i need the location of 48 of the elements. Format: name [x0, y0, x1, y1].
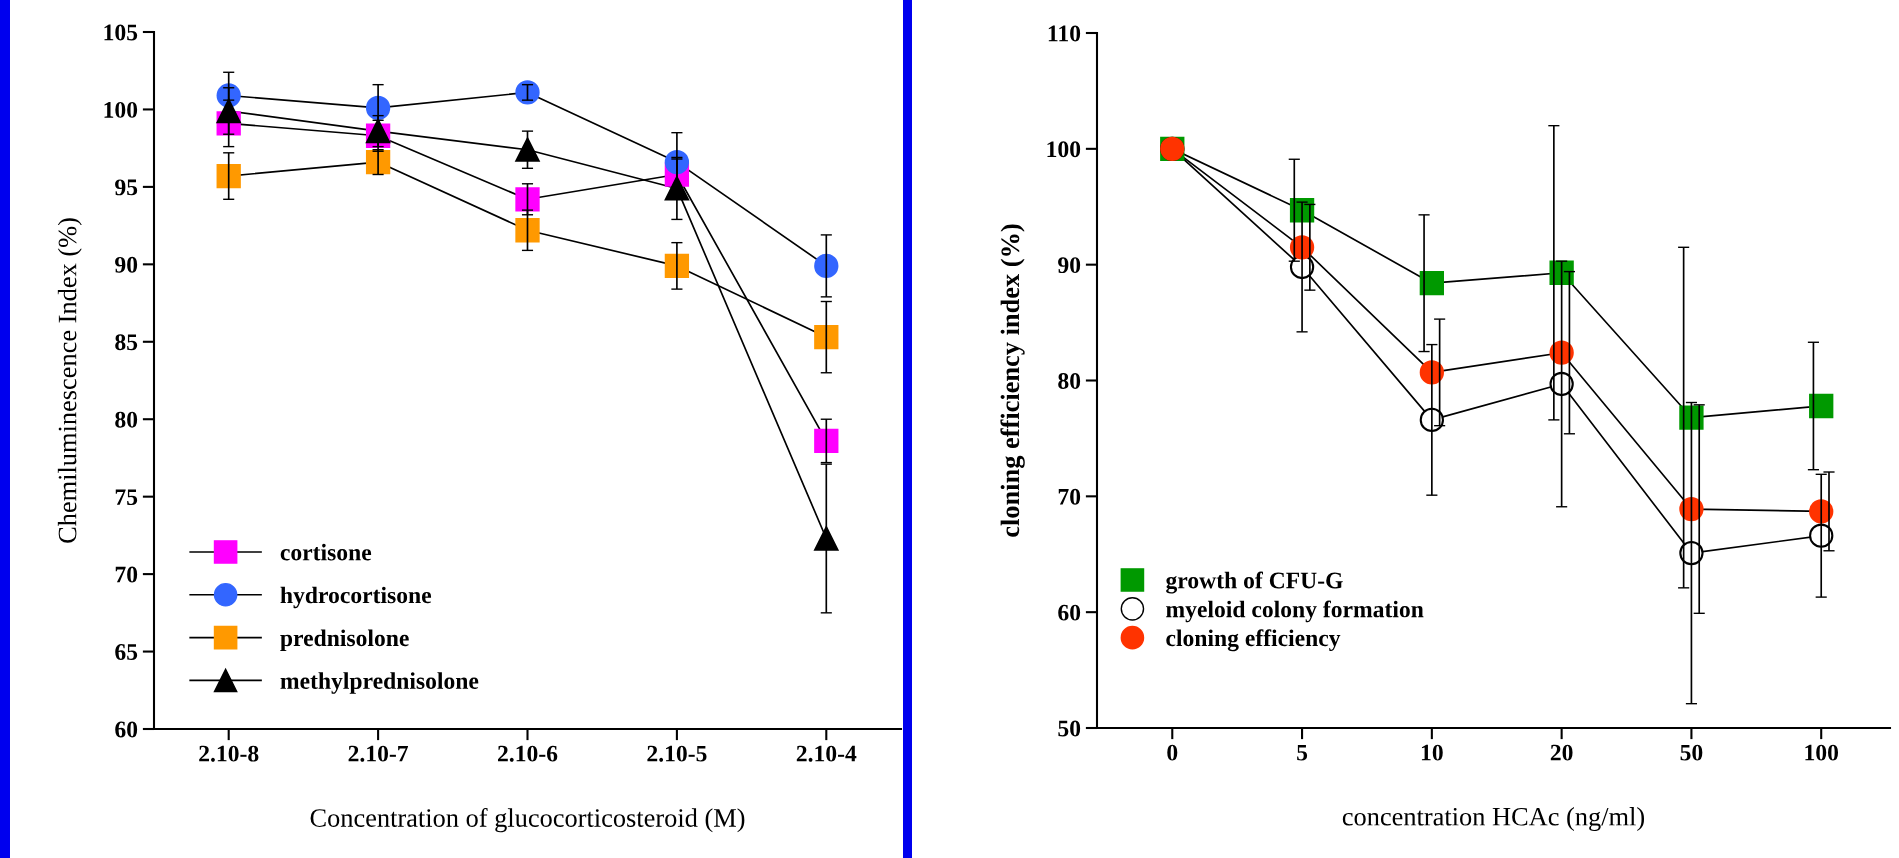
x-tick-label: 100: [1805, 744, 1839, 761]
y-tick-label: 90: [1058, 257, 1081, 274]
point: [814, 324, 839, 350]
legend-label: methylprednisolone: [280, 672, 479, 694]
legend-label: myeloid colony formation: [1166, 600, 1424, 623]
x-tick-label: 2.10-5: [647, 745, 707, 762]
x-tick-label: 20: [1550, 744, 1573, 761]
y-tick-label: 75: [115, 489, 138, 506]
point: [515, 187, 540, 212]
y-tick-label: 85: [115, 334, 138, 351]
x-tick-label: 2.10-4: [796, 745, 857, 762]
x-tick-label: 2.10-7: [348, 745, 409, 762]
y-tick-label: 80: [1058, 372, 1081, 389]
y-tick-label: 100: [1047, 141, 1081, 158]
legend-label: cortisone: [280, 543, 372, 561]
y-tick-label: 65: [115, 644, 138, 660]
y-tick-label: 95: [115, 179, 138, 196]
x-tick-label: 50: [1680, 744, 1703, 761]
point: [664, 253, 690, 279]
x-tick-label: 2.10-8: [199, 745, 259, 762]
legend-label: prednisolone: [280, 629, 409, 651]
x-tick-label: 10: [1421, 744, 1443, 761]
point: [515, 218, 540, 243]
y-tick-label: 70: [1058, 488, 1081, 505]
legend-label: cloning efficiency: [1166, 629, 1341, 652]
y-axis-title: Chemiluminescence Index (%): [57, 218, 82, 543]
legend-label: growth of CFU-G: [1166, 571, 1343, 594]
y-axis-title: cloning efficiency index (%): [1000, 224, 1025, 537]
point: [515, 137, 540, 162]
y-tick-label: 60: [1058, 604, 1081, 621]
y-tick-label: 90: [115, 256, 138, 273]
x-tick-label: 2.10-6: [498, 745, 558, 762]
y-tick-label: 50: [1058, 720, 1081, 737]
x-axis-title: concentration HCAc (ng/ml): [1342, 807, 1645, 832]
y-tick-label: 100: [104, 101, 138, 118]
point: [1419, 271, 1444, 296]
x-axis-title: Concentration of glucocorticosteroid (M): [310, 808, 745, 833]
y-tick-label: 80: [115, 411, 138, 428]
y-tick-label: 110: [1048, 25, 1081, 42]
x-tick-label: 5: [1297, 744, 1308, 761]
point: [1809, 393, 1834, 419]
y-tick-label: 70: [115, 566, 138, 583]
legend-label: hydrocortisone: [280, 586, 432, 609]
y-tick-label: 105: [104, 24, 138, 41]
point: [216, 163, 241, 189]
y-tick-label: 60: [115, 721, 138, 738]
x-tick-label: 0: [1167, 744, 1178, 761]
point: [814, 428, 839, 454]
